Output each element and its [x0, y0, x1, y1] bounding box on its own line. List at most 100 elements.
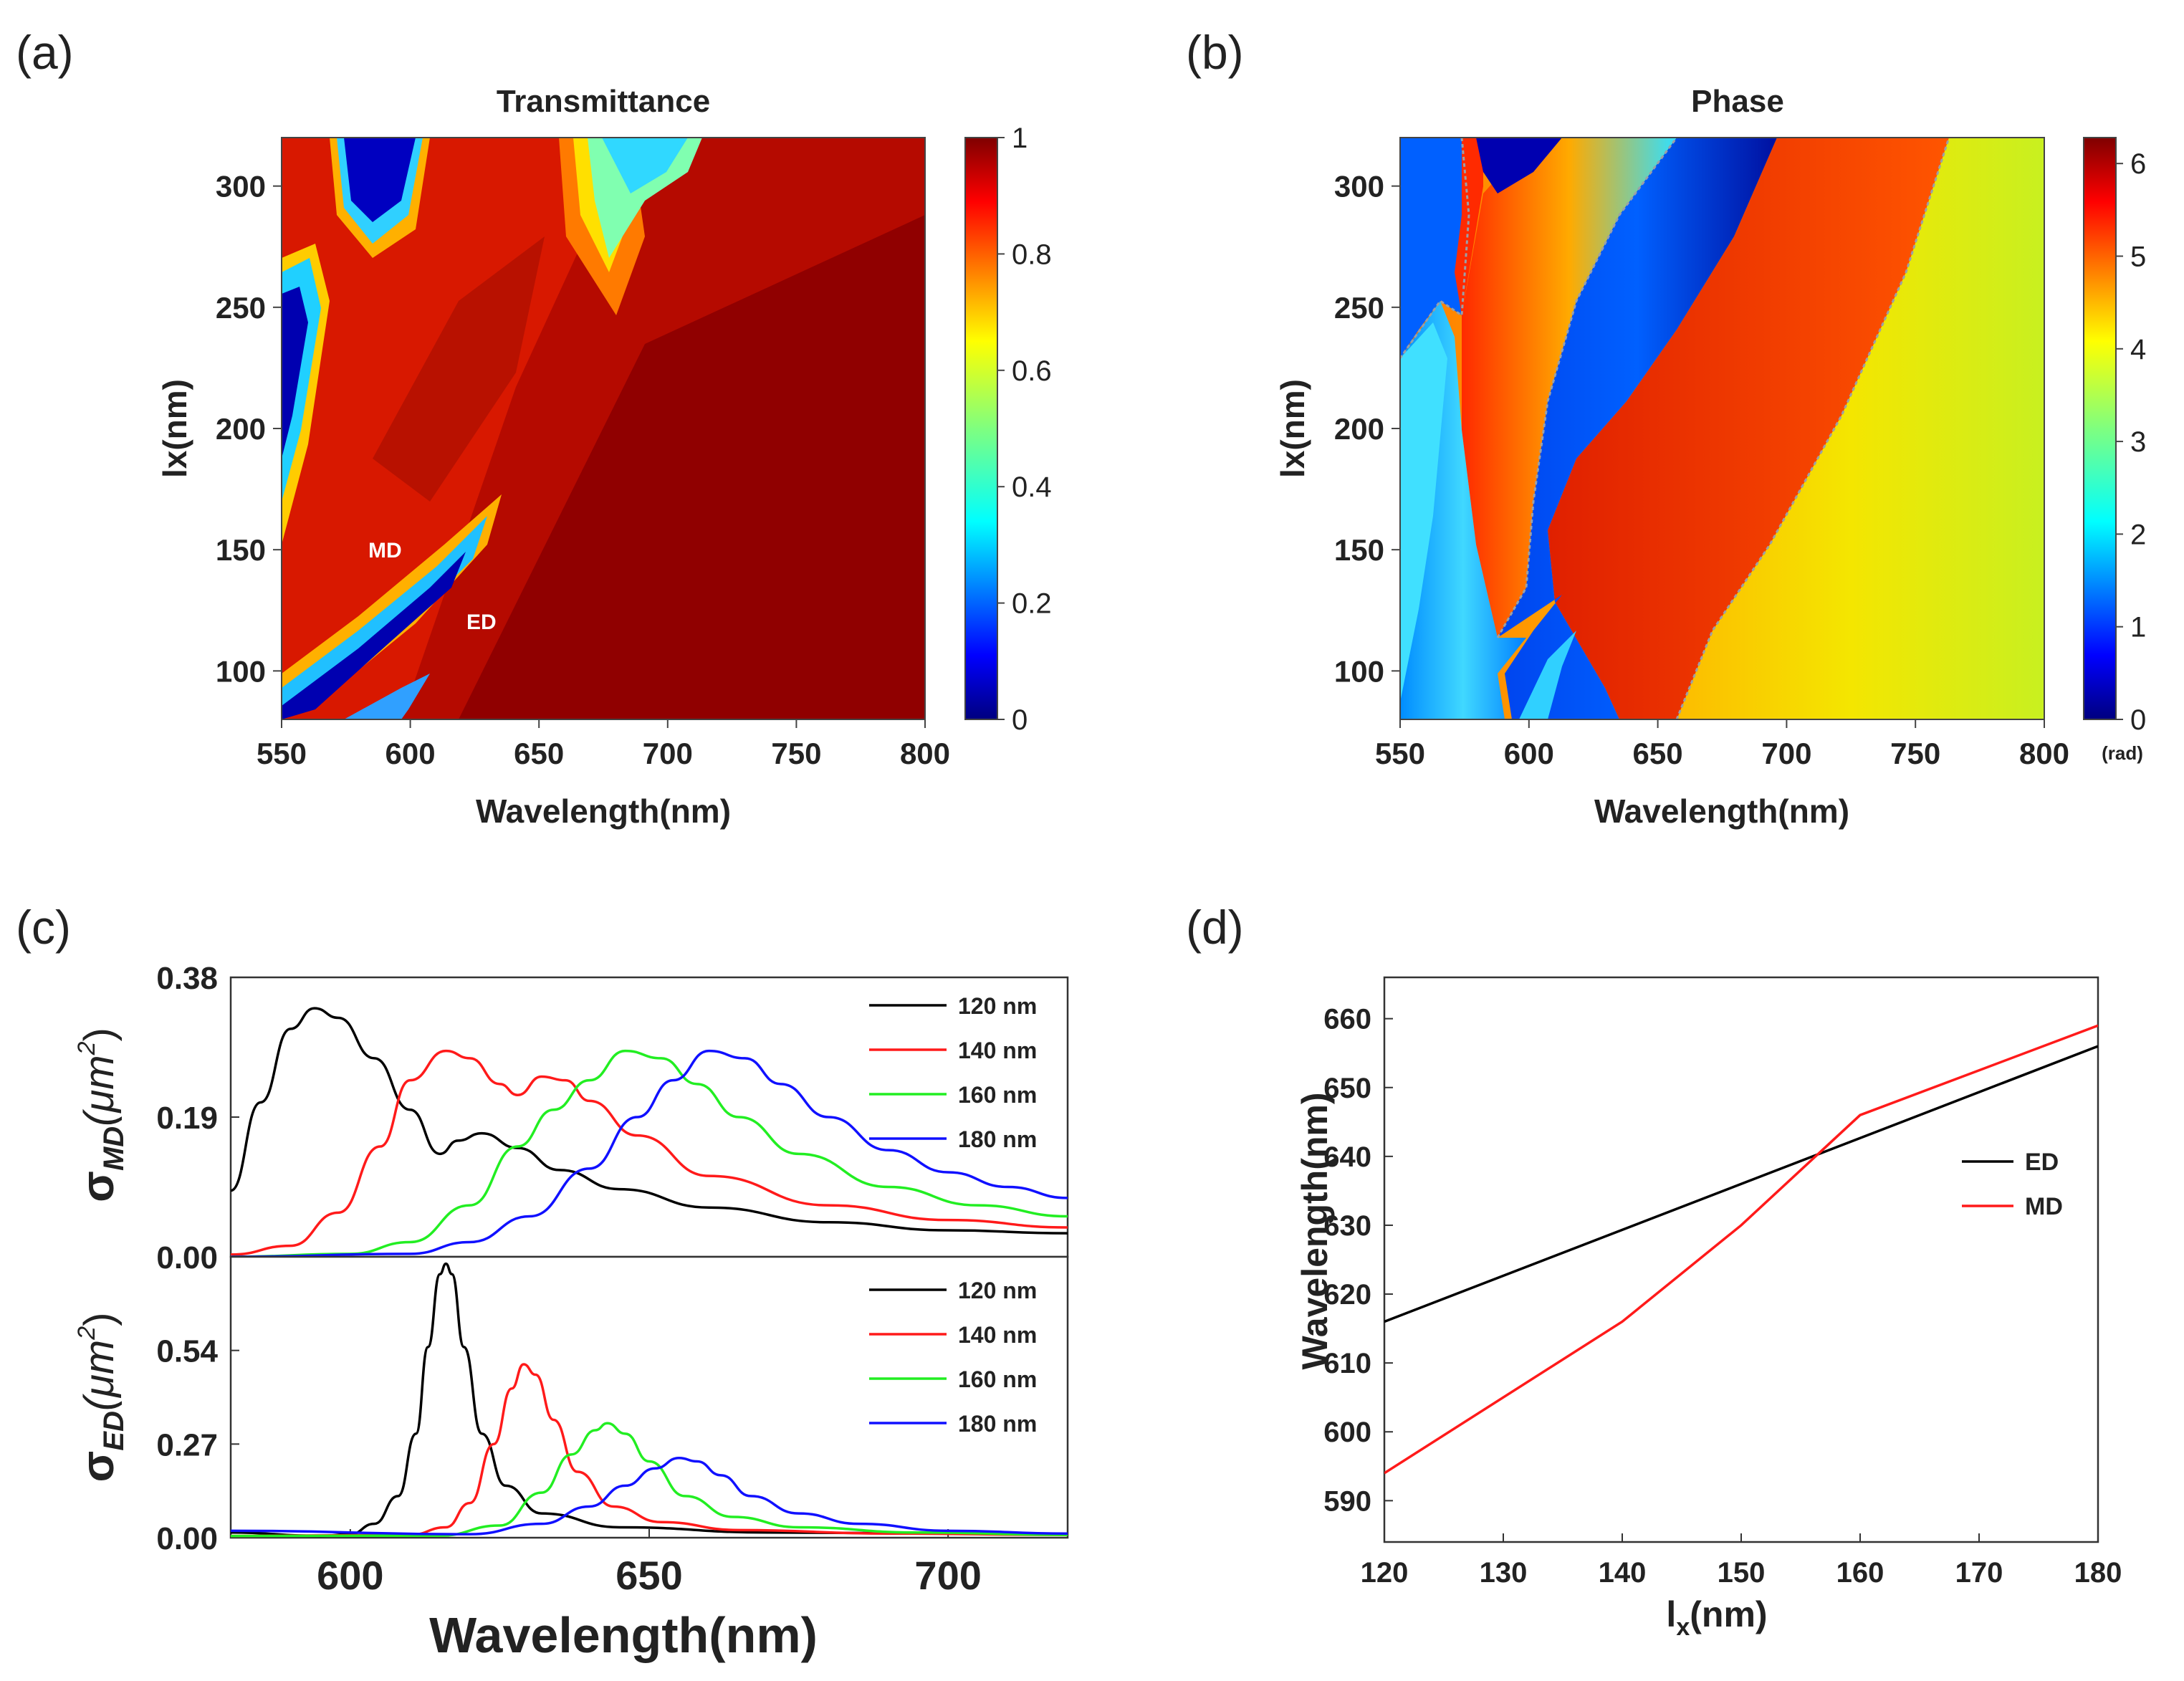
y-axis-label-ed: σED(μm2): [72, 1312, 130, 1482]
series-line-MD: [1384, 1024, 2098, 1475]
y-tick-label: 250: [1334, 291, 1384, 325]
x-tick-label: 120: [1361, 1557, 1409, 1589]
lx-unit: (nm): [1690, 1594, 1767, 1634]
x-tick-label: 180: [2074, 1557, 2122, 1589]
colorbar-tick-label: 6: [2130, 148, 2146, 180]
y-tick-label: 0.38: [156, 961, 218, 996]
colorbar: [964, 137, 998, 720]
x-tick-label: 130: [1480, 1557, 1528, 1589]
series-line-140-nm: [231, 1363, 1068, 1538]
panel-label-c: (c): [16, 901, 71, 954]
lx-subscript: x: [1676, 1614, 1690, 1641]
y-tick-label: 0.19: [156, 1101, 218, 1136]
panel-label-d: (d): [1186, 901, 1244, 954]
colorbar-tick-label: 3: [2130, 426, 2146, 458]
colorbar-tick-label: 5: [2130, 241, 2146, 273]
axis-ticks: 550 600 650 700 750 800 100 150 200 250 300: [216, 170, 950, 770]
y-tick-label: 0.27: [156, 1427, 218, 1462]
x-tick-label: 700: [1761, 737, 1811, 770]
legend-label: ED: [2025, 1149, 2059, 1176]
x-tick-label: 700: [643, 737, 693, 770]
unit-close: ): [76, 1028, 123, 1041]
unit-superscript: 2: [73, 1041, 100, 1055]
legend-label: 180 nm: [958, 1411, 1037, 1437]
y-tick-label: 590: [1323, 1485, 1371, 1517]
x-tick-label: 150: [1718, 1557, 1766, 1589]
y-tick-label: 0.00: [156, 1240, 218, 1275]
series-line-160-nm: [231, 1049, 1068, 1257]
annotation-md: MD: [368, 539, 402, 562]
series-line-120-nm: [231, 1262, 1068, 1538]
y-tick-label: 660: [1323, 1004, 1371, 1035]
legend-label: 140 nm: [958, 1038, 1037, 1063]
y-tick-label: 250: [216, 291, 266, 325]
colorbar-tick-label: 2: [2130, 519, 2146, 550]
legend-label: 120 nm: [958, 993, 1037, 1019]
x-tick-label: 800: [2019, 737, 2069, 770]
sigma-symbol: σ: [72, 1451, 123, 1483]
series-line-180-nm: [231, 1049, 1068, 1257]
y-tick-label: 640: [1323, 1141, 1371, 1173]
legend-label: MD: [2025, 1193, 2063, 1220]
colorbar: [2083, 137, 2117, 720]
colorbar-tick-label: 4: [2130, 334, 2146, 365]
x-axis-label: Wavelength(nm): [1594, 792, 1849, 830]
unit-close: ): [76, 1312, 123, 1326]
x-tick-label: 800: [900, 737, 950, 770]
unit-label: (μm: [76, 1340, 123, 1411]
x-tick-label: 140: [1599, 1557, 1647, 1589]
y-axis-label-md: σMD(μm2): [72, 1028, 130, 1202]
y-tick-label: 650: [1323, 1073, 1371, 1104]
y-tick-label: 150: [216, 533, 266, 567]
series-line-140-nm: [231, 1049, 1068, 1256]
x-axis-label: lx(nm): [1666, 1594, 1767, 1641]
colorbar-ticks: 0 0.2 0.4 0.6 0.8 1: [997, 123, 1052, 736]
colorbar-tick-label: 1: [1012, 123, 1028, 154]
heatmap-field: [1400, 138, 2044, 719]
legend-label: 120 nm: [958, 1278, 1037, 1303]
series-line-180-nm: [231, 1456, 1068, 1536]
chart-title: Phase: [1691, 84, 1784, 119]
heatmap-field: [282, 138, 925, 719]
y-axis-label: lx(nm): [156, 379, 193, 478]
x-tick-label: 750: [1890, 737, 1940, 770]
colorbar-tick-label: 0.8: [1012, 239, 1052, 270]
y-tick-label: 630: [1323, 1210, 1371, 1242]
axis-ticks: 550 600 650 700 750 800 100 150 200 250 300: [1334, 170, 2069, 770]
x-axis-label: Wavelength(nm): [476, 792, 731, 830]
annotation-ed: ED: [466, 610, 497, 634]
colorbar-tick-label: 0: [2130, 704, 2146, 736]
x-tick-label: 650: [1633, 737, 1683, 770]
legend-label: 140 nm: [958, 1322, 1037, 1348]
colorbar-ticks: 0 1 2 3 4 5 6: [2116, 148, 2146, 736]
cross-section-plots: 0.00 0.19 0.38 120 nm 140 nm 160 nm 180 nm 0.0…: [72, 961, 1069, 1663]
series-line-ED: [1384, 1045, 2098, 1323]
y-tick-label: 150: [1334, 533, 1384, 567]
plot-frame: [229, 1255, 1069, 1539]
x-tick-label: 160: [1836, 1557, 1884, 1589]
ed-subscript: ED: [98, 1411, 130, 1451]
colorbar-tick-label: 0: [1012, 704, 1028, 736]
x-tick-label: 600: [385, 737, 436, 770]
colorbar-tick-label: 0.4: [1012, 471, 1052, 503]
x-axis-label: Wavelength(nm): [429, 1607, 818, 1663]
x-tick-label: 650: [616, 1553, 682, 1598]
series-line-160-nm: [231, 1422, 1068, 1538]
x-tick-label: 170: [1955, 1557, 2003, 1589]
transmittance-heatmap: Transmittance MD ED 550 600 650 700 750 80010…: [156, 84, 1052, 830]
panel-label-a: (a): [16, 26, 74, 79]
x-tick-label: 750: [771, 737, 821, 770]
phase-heatmap: Phase 550 600 650 700 750 800100150200250300 …: [1274, 84, 2146, 830]
y-tick-label: 0.00: [156, 1521, 218, 1556]
sigma-symbol: σ: [72, 1171, 123, 1202]
resonance-wavelength-plot: Wavelength(nm) lx(nm) 590 600 610 620 630 640…: [1295, 976, 2122, 1641]
ed-cross-section-plot: 0.00 0.27 0.54 600 650 700 120 nm 140 nm 160 nm 1…: [156, 1255, 1069, 1598]
y-tick-label: 100: [1334, 654, 1384, 688]
chart-title: Transmittance: [497, 84, 710, 119]
colorbar-tick-label: 1: [2130, 612, 2146, 643]
y-axis-label: lx(nm): [1274, 379, 1311, 478]
plot-frame: [1383, 976, 2099, 1543]
series-line-120-nm: [231, 1007, 1068, 1235]
y-tick-label: 600: [1323, 1417, 1371, 1448]
plot-frame: [229, 976, 1069, 1258]
